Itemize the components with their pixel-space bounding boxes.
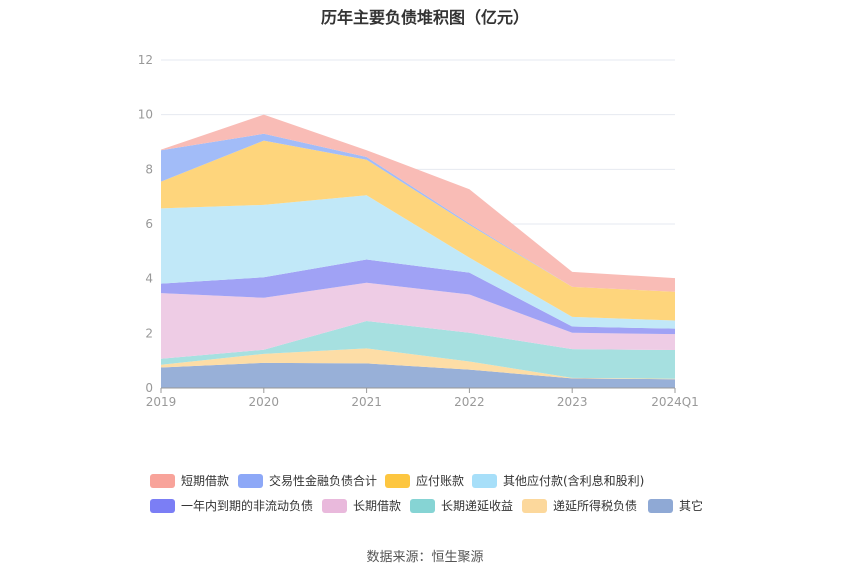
area-短期借款 <box>161 114 675 292</box>
legend-swatch <box>522 498 547 513</box>
x-tick-label: 2023 <box>557 395 588 409</box>
area-长期递延收益 <box>161 321 675 379</box>
y-tick-label: 4 <box>145 272 153 286</box>
legend-item[interactable]: 交易性金融负债合计 <box>238 472 377 489</box>
legend-swatch <box>410 498 435 513</box>
legend-swatch <box>238 473 263 488</box>
legend-label: 一年内到期的非流动负债 <box>181 499 314 513</box>
legend-label: 交易性金融负债合计 <box>269 474 378 488</box>
y-tick-label: 0 <box>145 381 153 395</box>
legend-item[interactable]: 其它 <box>648 497 703 514</box>
legend-item[interactable]: 长期递延收益 <box>410 497 513 514</box>
legend-swatch <box>150 473 175 488</box>
x-tick-label: 2024Q1 <box>651 395 699 409</box>
legend-label: 递延所得税负债 <box>553 499 638 513</box>
legend-label: 长期借款 <box>353 499 402 513</box>
legend-item[interactable]: 长期借款 <box>322 497 401 514</box>
y-tick-label: 10 <box>138 108 153 122</box>
legend-label: 短期借款 <box>181 474 230 488</box>
legend-swatch <box>648 498 673 513</box>
y-tick-label: 6 <box>145 217 153 231</box>
legend-item[interactable]: 应付账款 <box>385 472 464 489</box>
legend-item[interactable]: 递延所得税负债 <box>522 497 637 514</box>
legend-swatch <box>385 473 410 488</box>
stacked-area-chart: 0 2 4 6 8 10 12 2019 2020 2021 2022 2023 2024Q1 <box>138 53 699 409</box>
y-tick-label: 2 <box>145 326 153 340</box>
area-一年内到期的非流动负债 <box>161 259 675 335</box>
legend-swatch <box>150 498 175 513</box>
x-tick-label: 2022 <box>454 395 485 409</box>
legend-label: 应付账款 <box>416 474 465 488</box>
x-tick-label: 2019 <box>146 395 177 409</box>
area-应付账款 <box>161 140 675 321</box>
legend-label: 长期递延收益 <box>441 499 514 513</box>
legend-label: 其它 <box>679 499 704 513</box>
x-tick-label: 2020 <box>249 395 280 409</box>
legend-swatch <box>322 498 347 513</box>
data-source: 数据来源：恒生聚源 <box>366 550 484 565</box>
axes: 0 2 4 6 8 10 12 2019 2020 2021 2022 2023 2024Q1 <box>138 53 699 409</box>
legend-label: 其他应付款(含利息和股利) <box>503 474 645 488</box>
area-series <box>161 114 675 388</box>
area-其它 <box>161 362 675 388</box>
x-tick-label: 2021 <box>351 395 382 409</box>
y-tick-label: 12 <box>138 53 153 67</box>
chart-title: 历年主要负债堆积图（亿元） <box>320 8 529 27</box>
legend-item[interactable]: 其他应付款(含利息和股利) <box>472 472 644 489</box>
legend-swatch <box>472 473 497 488</box>
area-长期借款 <box>161 282 675 359</box>
area-交易性金融负债合计 <box>161 133 675 292</box>
y-tick-label: 8 <box>145 162 153 176</box>
legend-item[interactable]: 短期借款 <box>150 472 229 489</box>
legend-item[interactable]: 一年内到期的非流动负债 <box>150 497 313 514</box>
area-递延所得税负债 <box>161 348 675 380</box>
area-其他应付款(含利息和股利) <box>161 195 675 329</box>
